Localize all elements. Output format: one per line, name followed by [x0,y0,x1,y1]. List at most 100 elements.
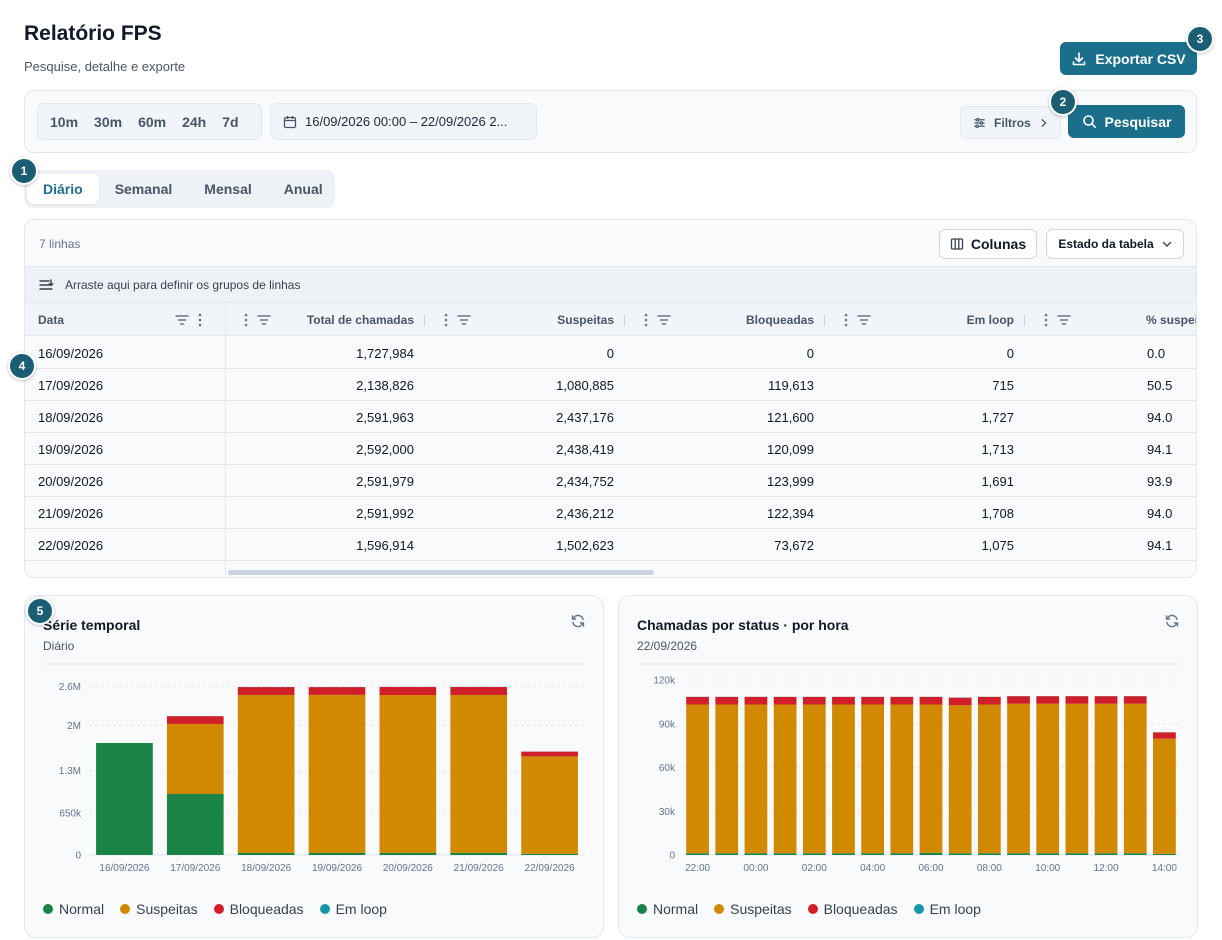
bar-segment-normal[interactable] [977,853,1001,855]
bar-segment-normal[interactable] [686,853,709,855]
row-group-dropzone[interactable]: Arraste aqui para definir os grupos de l… [25,266,1196,302]
refresh-icon[interactable] [571,614,585,628]
bar-segment-bloqueadas[interactable] [166,716,224,724]
column-separator[interactable] [824,315,825,326]
bar-segment-suspeitas[interactable] [744,704,768,854]
bar-segment-suspeitas[interactable] [890,704,914,854]
kebab-menu-icon[interactable] [644,313,648,327]
bar-segment-normal[interactable] [715,853,739,855]
bar-segment-suspeitas[interactable] [948,705,972,854]
bar-segment-normal[interactable] [1153,853,1176,855]
column-header-em-loop[interactable]: Em loop [966,313,1014,327]
bar-segment-normal[interactable] [1036,853,1060,855]
kebab-menu-icon[interactable] [198,313,202,327]
column-separator[interactable] [624,315,625,326]
bar-segment-bloqueadas[interactable] [948,697,972,706]
kebab-menu-icon[interactable] [1044,313,1048,327]
bar-segment-bloqueadas[interactable] [744,696,768,705]
bar-segment-suspeitas[interactable] [1123,703,1147,854]
filter-icon[interactable] [257,314,271,326]
tab-anual[interactable]: Anual [283,181,323,197]
bar-segment-normal[interactable] [802,853,826,855]
date-range-picker[interactable]: 16/09/2026 00:00 – 22/09/2026 2... [270,103,537,140]
tab-mensal[interactable]: Mensal [204,181,252,197]
kebab-menu-icon[interactable] [444,313,448,327]
bar-segment-normal[interactable] [890,853,914,855]
horizontal-scrollbar[interactable] [228,570,654,575]
bar-segment-normal[interactable] [450,852,508,855]
filter-icon[interactable] [1057,314,1071,326]
bar-segment-suspeitas[interactable] [1153,738,1176,854]
bar-segment-suspeitas[interactable] [715,704,739,854]
bar-segment-suspeitas[interactable] [686,704,709,854]
quick-range-7d[interactable]: 7d [222,113,239,130]
bar-segment-suspeitas[interactable] [861,704,885,854]
bar-segment-normal[interactable] [237,852,295,855]
bar-segment-bloqueadas[interactable] [1123,696,1147,704]
bar-segment-bloqueadas[interactable] [802,696,826,705]
bar-segment-bloqueadas[interactable] [1036,696,1060,704]
table-row[interactable]: 18/09/2026 2,591,963 2,437,176 121,600 1,727… [25,401,1196,433]
table-row[interactable]: 22/09/2026 1,596,914 1,502,623 73,672 1,075 9… [25,529,1196,561]
bar-segment-normal[interactable] [96,743,153,855]
column-header-suspeitas[interactable]: Suspeitas [557,313,614,327]
bar-segment-bloqueadas[interactable] [1065,696,1089,704]
bar-segment-bloqueadas[interactable] [773,696,797,705]
bar-segment-normal[interactable] [832,853,855,855]
bar-segment-bloqueadas[interactable] [379,687,437,696]
table-row[interactable]: 16/09/2026 1,727,984 0 0 0 0.0 [25,337,1196,369]
column-header-bloqueadas[interactable]: Bloqueadas [745,313,814,327]
bar-segment-bloqueadas[interactable] [861,696,885,705]
bar-segment-normal[interactable] [744,853,768,855]
bar-segment-suspeitas[interactable] [1036,703,1060,854]
search-button[interactable]: Pesquisar [1068,105,1185,138]
column-header-data[interactable]: Data [38,313,65,327]
bar-segment-normal[interactable] [861,853,885,855]
quick-range-30m[interactable]: 30m [94,113,123,130]
bar-segment-bloqueadas[interactable] [1153,732,1176,739]
bar-segment-normal[interactable] [948,853,972,855]
bar-segment-normal[interactable] [379,852,437,855]
bar-segment-bloqueadas[interactable] [890,696,914,705]
bar-segment-suspeitas[interactable] [237,694,295,853]
filter-icon[interactable] [857,314,871,326]
bar-segment-suspeitas[interactable] [919,704,943,853]
bar-segment-bloqueadas[interactable] [521,751,578,757]
kebab-menu-icon[interactable] [844,313,848,327]
table-state-dropdown[interactable]: Estado da tabela [1046,229,1184,259]
bar-segment-suspeitas[interactable] [521,756,578,854]
column-header-total[interactable]: Total de chamadas [306,313,414,327]
bar-segment-suspeitas[interactable] [450,694,508,853]
bar-segment-suspeitas[interactable] [977,704,1001,854]
columns-button[interactable]: Colunas [939,229,1037,259]
bar-segment-normal[interactable] [1007,853,1030,855]
table-row[interactable]: 19/09/2026 2,592,000 2,438,419 120,099 1,713… [25,433,1196,465]
tab-semanal[interactable]: Semanal [114,181,173,197]
filter-icon[interactable] [657,314,671,326]
bar-segment-suspeitas[interactable] [379,695,437,853]
bar-segment-bloqueadas[interactable] [686,696,709,705]
bar-segment-suspeitas[interactable] [166,723,224,795]
bar-segment-suspeitas[interactable] [308,694,366,853]
bar-segment-normal[interactable] [1094,853,1118,855]
bar-segment-bloqueadas[interactable] [715,696,739,705]
export-csv-button[interactable]: Exportar CSV [1060,42,1197,75]
bar-segment-bloqueadas[interactable] [977,696,1001,705]
bar-segment-bloqueadas[interactable] [919,696,943,705]
bar-segment-bloqueadas[interactable] [450,687,508,695]
bar-segment-normal[interactable] [308,852,366,855]
quick-range-10m[interactable]: 10m [50,113,79,130]
bar-segment-normal[interactable] [919,852,943,855]
quick-range-60m[interactable]: 60m [138,113,167,130]
bar-segment-suspeitas[interactable] [802,704,826,854]
bar-segment-normal[interactable] [773,853,797,855]
kebab-menu-icon[interactable] [244,313,248,327]
bar-segment-bloqueadas[interactable] [1007,696,1030,704]
bar-segment-normal[interactable] [166,794,224,855]
bar-segment-suspeitas[interactable] [1094,703,1118,854]
bar-segment-suspeitas[interactable] [832,704,855,854]
bar-segment-normal[interactable] [1123,853,1147,855]
bar-segment-normal[interactable] [521,853,578,855]
bar-segment-bloqueadas[interactable] [237,687,295,695]
column-separator[interactable] [424,315,425,326]
